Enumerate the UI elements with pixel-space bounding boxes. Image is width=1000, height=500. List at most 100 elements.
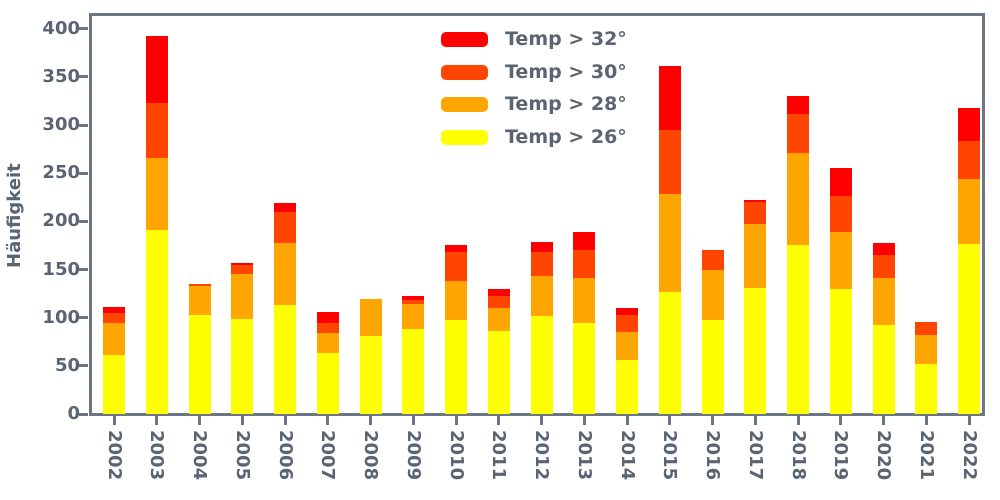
bar-segment-2019-28 — [829, 231, 852, 289]
bar-segment-2014-28 — [616, 332, 638, 361]
bar-segment-2006-28 — [274, 242, 296, 306]
bar-segment-2009-30 — [402, 300, 425, 305]
bar-segment-2018-26 — [787, 244, 809, 414]
x-tick-label-2002: 2002 — [103, 430, 125, 481]
x-tick-label-2015: 2015 — [659, 430, 681, 481]
y-tick-mark — [79, 364, 88, 368]
x-tick-label-2014: 2014 — [616, 430, 638, 481]
y-tick-label: 200 — [42, 210, 80, 232]
bar-segment-2005-30 — [231, 264, 254, 275]
legend-label-26: Temp > 26° — [505, 126, 627, 148]
y-tick-mark — [79, 412, 88, 416]
bar-segment-2015-32 — [658, 66, 681, 130]
legend-swatch-28 — [441, 97, 488, 112]
x-tick-label-2003: 2003 — [146, 430, 168, 481]
bar-segment-2007-32 — [316, 311, 339, 323]
bar-segment-2020-26 — [872, 325, 895, 414]
x-tick-mark — [454, 416, 458, 425]
bar-segment-2002-26 — [103, 355, 125, 414]
x-tick-label-2022: 2022 — [958, 430, 980, 481]
x-tick-mark — [283, 416, 287, 425]
bar-segment-2013-32 — [573, 231, 596, 251]
x-tick-mark — [155, 416, 159, 425]
y-tick-label: 400 — [42, 17, 80, 39]
y-tick-label: 100 — [42, 306, 80, 328]
bar-segment-2006-26 — [274, 305, 296, 414]
x-tick-mark — [540, 416, 543, 425]
bar-segment-2015-30 — [658, 129, 681, 195]
bar-segment-2016-26 — [701, 319, 724, 414]
x-tick-label-2017: 2017 — [744, 430, 766, 481]
legend-swatch-32 — [441, 32, 488, 47]
bar-segment-2003-28 — [145, 157, 168, 231]
bar-segment-2006-32 — [274, 203, 296, 212]
x-tick-mark — [240, 416, 244, 425]
bar-segment-2007-28 — [316, 333, 339, 354]
x-tick-mark — [668, 416, 672, 425]
bar-segment-2014-32 — [616, 308, 638, 315]
bar-segment-2022-26 — [958, 243, 980, 414]
bar-segment-2010-30 — [445, 252, 467, 282]
bar-segment-2013-26 — [573, 323, 596, 414]
bar-segment-2013-30 — [573, 250, 596, 279]
bar-segment-2009-28 — [402, 304, 425, 330]
bar-segment-2019-26 — [829, 288, 852, 414]
bar-segment-2020-32 — [872, 242, 895, 256]
x-tick-label-2016: 2016 — [702, 430, 723, 481]
y-tick-label: 0 — [67, 403, 80, 424]
x-tick-label-2013: 2013 — [573, 430, 595, 481]
bar-segment-2014-30 — [616, 314, 638, 333]
y-tick-label: 350 — [42, 65, 80, 87]
bar-segment-2002-32 — [103, 307, 125, 313]
x-tick-mark — [967, 416, 971, 425]
x-tick-label-2008: 2008 — [360, 430, 381, 481]
bar-segment-2014-26 — [616, 360, 638, 414]
legend-swatch-26 — [441, 130, 488, 145]
x-tick-mark — [882, 416, 885, 425]
y-tick-mark — [79, 123, 88, 127]
x-tick-label-2007: 2007 — [317, 430, 339, 481]
bar-segment-2013-28 — [573, 278, 596, 324]
x-tick-mark — [839, 416, 843, 425]
x-tick-mark — [711, 416, 714, 425]
x-tick-mark — [924, 416, 928, 425]
x-tick-label-2005: 2005 — [231, 430, 253, 481]
plot-area — [88, 12, 985, 416]
y-tick-mark — [79, 27, 88, 31]
bar-segment-2019-30 — [829, 196, 852, 232]
x-tick-mark — [753, 416, 757, 425]
x-tick-label-2011: 2011 — [488, 430, 510, 481]
bar-segment-2003-32 — [145, 35, 168, 103]
bar-segment-2005-28 — [231, 274, 254, 319]
bar-segment-2008-26 — [359, 335, 382, 414]
x-tick-mark — [796, 416, 800, 425]
bar-segment-2006-30 — [274, 211, 296, 243]
legend-label-30: Temp > 30° — [505, 61, 627, 83]
bar-segment-2021-26 — [915, 363, 938, 414]
y-tick-mark — [79, 219, 88, 223]
bar-segment-2018-30 — [787, 113, 809, 153]
bar-segment-2012-30 — [530, 252, 553, 277]
x-tick-mark — [326, 416, 330, 425]
x-tick-mark — [198, 416, 201, 425]
legend-label-32: Temp > 32° — [505, 28, 627, 50]
y-tick-label: 300 — [42, 114, 80, 136]
bar-segment-2022-28 — [958, 179, 980, 244]
bar-segment-2017-32 — [744, 200, 767, 203]
bar-segment-2010-26 — [445, 319, 467, 414]
bar-segment-2020-30 — [872, 255, 895, 279]
x-tick-label-2010: 2010 — [445, 430, 467, 481]
legend-label-28: Temp > 28° — [505, 93, 627, 115]
bar-segment-2011-28 — [487, 308, 510, 332]
bar-segment-2010-28 — [445, 281, 467, 320]
bar-segment-2009-26 — [402, 329, 425, 414]
x-tick-label-2020: 2020 — [873, 430, 894, 481]
bar-segment-2017-28 — [744, 224, 767, 288]
bar-segment-2021-28 — [915, 335, 938, 364]
bar-segment-2020-28 — [872, 278, 895, 326]
bar-segment-2012-28 — [530, 276, 553, 316]
y-tick-mark — [79, 75, 88, 79]
bar-segment-2008-28 — [359, 299, 382, 336]
y-tick-mark — [79, 316, 88, 320]
bar-segment-2010-32 — [445, 244, 467, 253]
